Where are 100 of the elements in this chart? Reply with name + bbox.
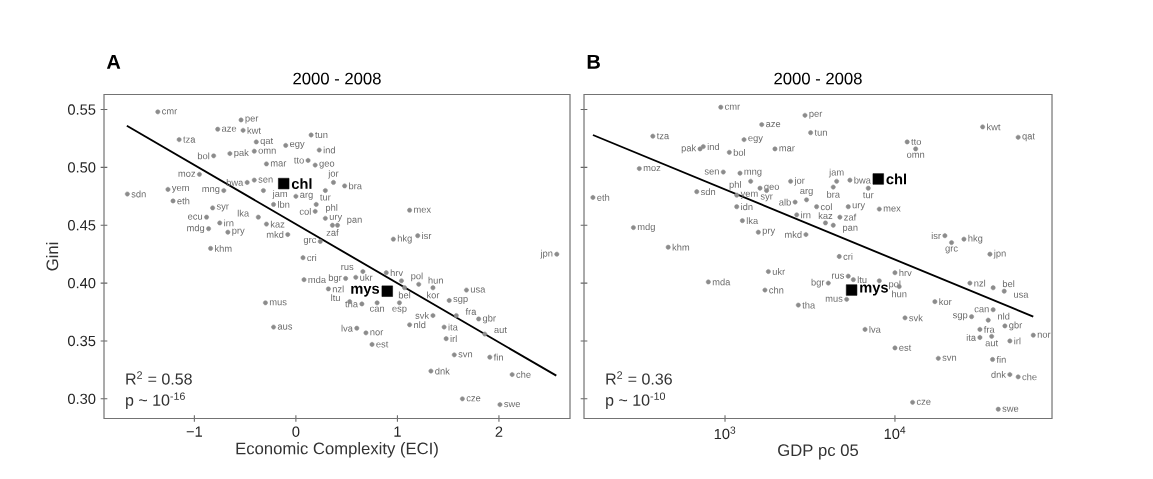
y-tick-label: 0.55: [67, 104, 96, 115]
annotation: R$^{2}$ = 0.58: [126, 371, 192, 385]
annotation: aze: [766, 122, 781, 128]
annotation: pak: [234, 149, 249, 158]
y-tick-label: 0.40: [67, 277, 96, 289]
x-tick-label: 10$^{3}$: [714, 426, 736, 440]
annotation: per: [809, 111, 823, 119]
annotation: mar: [270, 161, 287, 167]
annotation: cmr: [725, 104, 741, 110]
annotation: arg: [300, 192, 313, 200]
annotation: ury: [852, 203, 866, 211]
annotation: kor: [427, 291, 440, 299]
annotation: irl: [1014, 337, 1021, 345]
annotation: mng: [744, 169, 762, 177]
annotation: phl: [326, 204, 338, 213]
annotation: tur: [320, 194, 331, 201]
x-axis-title: GDP pc 05: [778, 444, 859, 460]
annotation: lka: [237, 209, 250, 217]
y-tick-label: 0.45: [67, 220, 96, 231]
annotation: alb: [779, 198, 791, 206]
annotation: jor: [328, 169, 339, 179]
annotation: bgr: [811, 278, 825, 288]
annotation: bel: [1002, 280, 1015, 288]
annotation: mex: [414, 207, 431, 213]
x-tick-label: 10$^{4}$: [884, 426, 906, 440]
annotation: hrv: [899, 269, 912, 277]
annotation: can: [974, 307, 989, 313]
annotation: tun: [814, 129, 827, 136]
annotation: svn: [942, 355, 957, 361]
annotation: phl: [729, 180, 741, 190]
annotation: fin: [996, 356, 1006, 363]
annotation: tto: [911, 138, 922, 145]
annotation: ind: [707, 143, 719, 150]
annotation: qat: [1022, 133, 1035, 142]
annotation: cze: [916, 399, 931, 405]
text: A: [106, 54, 121, 69]
annotation: sdn: [700, 188, 716, 196]
annotation: nor: [370, 330, 384, 336]
annotation: bwa: [226, 179, 244, 186]
annotation: mda: [712, 278, 731, 286]
annotation: khm: [672, 243, 690, 251]
annotation: qat: [260, 137, 274, 146]
annotation: swe: [504, 402, 520, 408]
annotation: pol: [411, 272, 423, 282]
annotation: mys: [351, 285, 380, 297]
annotation: col: [820, 203, 832, 211]
annotation: hun: [428, 276, 443, 284]
annotation: pry: [232, 228, 245, 236]
annotation: mkd: [266, 231, 284, 238]
annotation: aus: [277, 324, 293, 330]
annotation: jam: [272, 190, 288, 199]
annotation: lva: [341, 324, 353, 332]
annotation: col: [299, 207, 311, 215]
annotation: moz: [178, 171, 196, 177]
annotation: nld: [414, 321, 426, 329]
annotation: est: [899, 344, 912, 351]
annotation: mus: [269, 300, 287, 306]
x-tick-label: 1: [394, 426, 401, 437]
annotation: hkg: [397, 234, 412, 244]
annotation: tza: [183, 136, 196, 143]
annotation: irn: [801, 211, 811, 219]
annotation: mng: [202, 187, 220, 195]
annotation: eth: [597, 194, 610, 201]
annotation: rus: [832, 273, 845, 279]
annotation: bwa: [854, 176, 871, 184]
annotation: yem: [740, 191, 758, 199]
annotation: sen: [704, 169, 719, 175]
annotation: yem: [171, 185, 189, 193]
annotation: omn: [906, 152, 925, 158]
annotation: isr: [931, 232, 941, 240]
annotation: pan: [347, 217, 362, 225]
annotation: ind: [323, 146, 335, 154]
annotation: svn: [458, 352, 473, 358]
annotation: chl: [886, 173, 907, 185]
annotation: pak: [681, 144, 697, 154]
annotation: svk: [909, 314, 923, 322]
annotation: aut: [985, 340, 999, 347]
annotation: usa: [470, 287, 486, 293]
annotation: per: [245, 116, 259, 124]
annotation: ukr: [360, 273, 373, 281]
annotation: pan: [843, 225, 858, 233]
annotation: khm: [215, 245, 232, 252]
annotation: nld: [998, 312, 1010, 320]
x-axis-title: Economic Complexity (ECI): [236, 442, 438, 458]
annotation: hrv: [390, 269, 404, 277]
annotation: idn: [741, 203, 753, 211]
annotation: svk: [415, 312, 430, 319]
annotation: jpn: [993, 249, 1006, 259]
annotation: sdn: [131, 190, 146, 198]
annotation: p ~ 10$^{-10}$: [606, 392, 666, 409]
annotation: fra: [983, 325, 995, 333]
annotation: mda: [308, 276, 327, 284]
annotation: cze: [466, 396, 481, 402]
y-tick-label: 0.50: [67, 162, 96, 173]
annotation: bol: [733, 148, 745, 156]
annotation: ury: [329, 214, 343, 222]
annotation: jor: [794, 176, 805, 186]
annotation: syr: [760, 194, 773, 202]
annotation: sen: [258, 177, 273, 183]
annotation: usa: [1014, 292, 1029, 298]
